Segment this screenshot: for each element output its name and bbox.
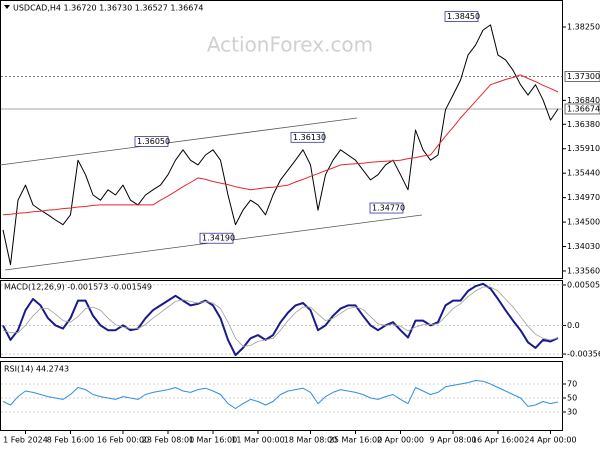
macd-pane: [0, 280, 563, 358]
level-label: 1.37300: [567, 72, 600, 81]
series-line: [2, 24, 559, 266]
y-tick-label: 1.34030: [567, 242, 600, 251]
macd-title: MACD(12,26,9) -0.001573 -0.001549: [4, 283, 152, 292]
x-tick-label: 1 Feb 2024: [3, 436, 48, 445]
y-tick-label: 30: [567, 408, 577, 417]
y-tick-label: -0.003569: [567, 350, 600, 359]
annotation-box: [199, 232, 234, 244]
y-tick-label: 1.35440: [567, 169, 600, 178]
annotation-label: 1.34190: [202, 234, 235, 243]
level-label: 1.36674: [567, 104, 600, 113]
x-tick-label: 9 Apr 08:00: [429, 436, 476, 445]
annotation-label: 1.34770: [372, 204, 405, 213]
y-tick-label: 0.005054: [567, 280, 600, 289]
annotation-box: [444, 11, 479, 22]
watermark: ActionForex.com: [207, 33, 373, 57]
rsi-title: RSI(14) 44.2743: [4, 365, 69, 374]
y-tick-label: 70: [567, 379, 577, 388]
y-tick-label: 1.38250: [567, 22, 600, 31]
x-tick-label: 2 Apr 00:00: [377, 436, 424, 445]
series-line: [2, 286, 559, 347]
y-tick-label: 1.34970: [567, 193, 600, 202]
y-tick-label: 1.34500: [567, 218, 600, 227]
channel-upper: [0, 117, 358, 166]
rsi-pane: [0, 361, 563, 431]
y-tick-label: 1.33560: [567, 266, 600, 275]
annotation-label: 1.36050: [137, 137, 170, 146]
x-tick-label: 18 Mar 08:00: [284, 436, 337, 445]
title-arrow: [4, 5, 10, 9]
series-line: [2, 380, 559, 409]
x-tick-label: 23 Feb 08:00: [142, 436, 194, 445]
price-pane: [0, 0, 563, 279]
x-tick-label: 16 Feb 00:00: [97, 436, 149, 445]
level-box: [564, 103, 600, 115]
series-line: [2, 282, 559, 357]
price-title: USDCAD,H4 1.36720 1.36730 1.36527 1.3667…: [13, 4, 203, 13]
level-box: [564, 71, 600, 82]
annotation-box: [134, 136, 169, 147]
x-tick-label: 11 Mar 00:00: [231, 436, 284, 445]
y-tick-label: 1.36380: [567, 120, 600, 129]
annotation-label: 1.36130: [293, 133, 326, 142]
y-tick-label: 1.35910: [567, 144, 600, 153]
x-tick-label: 8 Feb 16:00: [47, 436, 94, 445]
y-tick-label: 50: [567, 393, 577, 402]
annotation-box: [290, 131, 325, 143]
y-tick-label: 1.36840: [567, 96, 600, 105]
y-tick-label: 0.0: [567, 321, 580, 330]
annotation-box: [369, 202, 404, 214]
x-tick-label: 25 Mar 16:00: [329, 436, 382, 445]
series-line: [2, 74, 559, 216]
x-tick-label: 1 Mar 16:00: [189, 436, 237, 445]
x-tick-label: 24 Apr 00:00: [524, 436, 576, 445]
x-tick-label: 16 Apr 16:00: [472, 436, 524, 445]
annotation-label: 1.38450: [447, 12, 480, 21]
